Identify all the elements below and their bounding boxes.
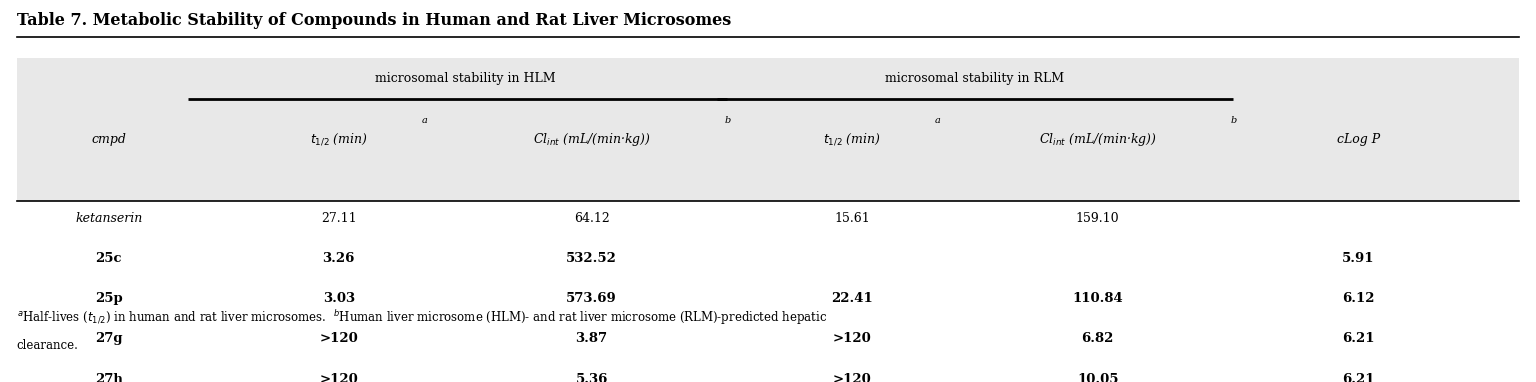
Text: 64.12: 64.12 bbox=[574, 212, 610, 225]
Text: 573.69: 573.69 bbox=[567, 292, 617, 305]
Text: b: b bbox=[725, 117, 731, 125]
Text: 110.84: 110.84 bbox=[1072, 292, 1123, 305]
Text: 6.21: 6.21 bbox=[1342, 332, 1375, 345]
Text: microsomal stability in HLM: microsomal stability in HLM bbox=[375, 72, 556, 85]
Text: cLog P: cLog P bbox=[1336, 133, 1379, 146]
Text: Table 7. Metabolic Stability of Compounds in Human and Rat Liver Microsomes: Table 7. Metabolic Stability of Compound… bbox=[17, 11, 731, 29]
Text: 3.03: 3.03 bbox=[323, 292, 355, 305]
Text: 22.41: 22.41 bbox=[831, 292, 872, 305]
Text: 25p: 25p bbox=[95, 292, 123, 305]
Text: 15.61: 15.61 bbox=[834, 212, 871, 225]
Text: 159.10: 159.10 bbox=[1075, 212, 1120, 225]
Text: ketanserin: ketanserin bbox=[75, 212, 143, 225]
Text: 532.52: 532.52 bbox=[567, 252, 617, 265]
Text: 6.21: 6.21 bbox=[1342, 373, 1375, 382]
Text: b: b bbox=[1230, 117, 1238, 125]
Text: >120: >120 bbox=[833, 373, 872, 382]
Text: 6.82: 6.82 bbox=[1081, 332, 1114, 345]
Text: $t_{1/2}$ (min): $t_{1/2}$ (min) bbox=[823, 132, 882, 147]
Text: $t_{1/2}$ (min): $t_{1/2}$ (min) bbox=[310, 132, 367, 147]
Text: 3.87: 3.87 bbox=[576, 332, 608, 345]
Text: >120: >120 bbox=[833, 332, 872, 345]
Text: 5.36: 5.36 bbox=[576, 373, 608, 382]
Text: 10.05: 10.05 bbox=[1077, 373, 1118, 382]
Text: >120: >120 bbox=[319, 373, 358, 382]
Text: cmpd: cmpd bbox=[91, 133, 126, 146]
Text: $^{a}$Half-lives ($t_{1/2}$) in human and rat liver microsomes.  $^{b}$Human liv: $^{a}$Half-lives ($t_{1/2}$) in human an… bbox=[17, 309, 828, 327]
Text: 6.12: 6.12 bbox=[1342, 292, 1375, 305]
Text: a: a bbox=[935, 117, 942, 125]
Text: 5.91: 5.91 bbox=[1342, 252, 1375, 265]
Text: Cl$_{\mathit{int}}$ (mL/(min·kg)): Cl$_{\mathit{int}}$ (mL/(min·kg)) bbox=[533, 131, 651, 148]
Text: 27.11: 27.11 bbox=[321, 212, 356, 225]
FancyBboxPatch shape bbox=[17, 58, 1519, 201]
Text: a: a bbox=[421, 117, 427, 125]
Text: 3.26: 3.26 bbox=[323, 252, 355, 265]
Text: 25c: 25c bbox=[95, 252, 121, 265]
Text: clearance.: clearance. bbox=[17, 339, 78, 352]
Text: microsomal stability in RLM: microsomal stability in RLM bbox=[885, 72, 1064, 85]
Text: >120: >120 bbox=[319, 332, 358, 345]
Text: Cl$_{\mathit{int}}$ (mL/(min·kg)): Cl$_{\mathit{int}}$ (mL/(min·kg)) bbox=[1038, 131, 1157, 148]
Text: 27h: 27h bbox=[95, 373, 123, 382]
Text: 27g: 27g bbox=[95, 332, 123, 345]
